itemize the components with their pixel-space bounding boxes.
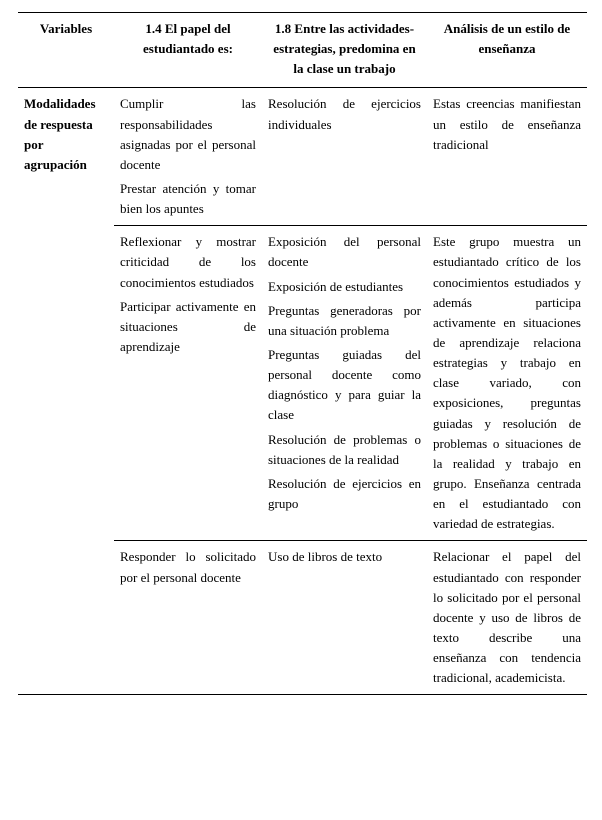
col-header-1-4: 1.4 El papel del estudiantado es: <box>114 13 262 88</box>
cell-text: Este grupo muestra un estudiantado críti… <box>433 232 581 534</box>
cell-text: Estas creencias manifiestan un estilo de… <box>433 94 581 154</box>
cell-c2: Resolución de ejercicios individuales <box>262 88 427 226</box>
cell-text: Cumplir las responsabilidades asignadas … <box>120 94 256 175</box>
cell-text: Resolución de ejercicios en grupo <box>268 474 421 514</box>
cell-text: Preguntas guiadas del personal docente c… <box>268 345 421 426</box>
cell-text: Exposición de estudiantes <box>268 277 421 297</box>
cell-text: Responder lo solicitado por el personal … <box>120 547 256 587</box>
cell-c3: Estas creencias manifiestan un estilo de… <box>427 88 587 226</box>
cell-c3: Este grupo muestra un estudiantado críti… <box>427 226 587 541</box>
table-body: Modalidades de respuesta por agrupación … <box>18 88 587 695</box>
cell-c2: Uso de libros de texto <box>262 541 427 695</box>
cell-text: Relacionar el papel del estudiantado con… <box>433 547 581 688</box>
cell-c2: Exposición del personal docente Exposici… <box>262 226 427 541</box>
cell-text: Reflexionar y mostrar criticidad de los … <box>120 232 256 292</box>
col-header-variables: Variables <box>18 13 114 88</box>
cell-text: Resolución de problemas o situaciones de… <box>268 430 421 470</box>
col-header-analisis: Análisis de un estilo de enseñanza <box>427 13 587 88</box>
table-row: Modalidades de respuesta por agrupación … <box>18 88 587 226</box>
cell-c1: Reflexionar y mostrar criticidad de los … <box>114 226 262 541</box>
col-header-1-8: 1.8 Entre las actividades-estrategias, p… <box>262 13 427 88</box>
cell-text: Prestar atención y tomar bien los apunte… <box>120 179 256 219</box>
cell-text: Preguntas generadoras por una situación … <box>268 301 421 341</box>
cell-text: Uso de libros de texto <box>268 547 421 567</box>
cell-c3: Relacionar el papel del estudiantado con… <box>427 541 587 695</box>
cell-text: Exposición del personal docente <box>268 232 421 272</box>
page: Variables 1.4 El papel del estudiantado … <box>0 0 602 715</box>
cell-c1: Cumplir las responsabilidades asignadas … <box>114 88 262 226</box>
data-table: Variables 1.4 El papel del estudiantado … <box>18 12 587 695</box>
row-label: Modalidades de respuesta por agrupación <box>18 88 114 695</box>
table-header-row: Variables 1.4 El papel del estudiantado … <box>18 13 587 88</box>
cell-c1: Responder lo solicitado por el personal … <box>114 541 262 695</box>
cell-text: Participar activamente en situaciones de… <box>120 297 256 357</box>
cell-text: Resolución de ejercicios individuales <box>268 94 421 134</box>
